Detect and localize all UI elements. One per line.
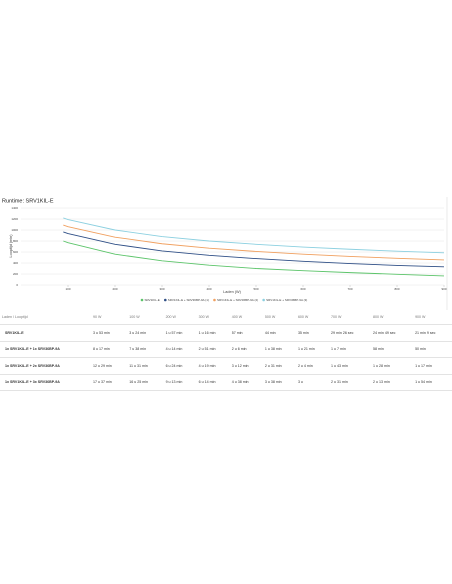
cell: 57 min	[229, 324, 263, 342]
row-header: 1x SRV1KIL-E + 1x SRV36BP-9A	[0, 341, 91, 358]
x-tick-label: 100	[65, 287, 70, 291]
legend-swatch	[213, 298, 216, 302]
cell: 58 min	[371, 341, 414, 358]
series-line	[63, 224, 445, 261]
header-cell: 800 W	[371, 310, 414, 325]
cell: 6 u 24 min	[163, 357, 197, 375]
cell: 2 u 6 min	[229, 341, 263, 358]
cell: 16 u 25 min	[127, 374, 164, 391]
cell: 1 u 16 min	[196, 324, 230, 342]
header-cell: Laden / Looptijd	[0, 310, 91, 325]
legend-label: SRV1KIL-E	[145, 298, 160, 302]
series-line	[63, 231, 445, 268]
header-cell: 100 W	[127, 310, 164, 325]
legend-label: SRV1KIL-E + SRV36BP-9A (1)	[168, 298, 209, 302]
cell: 12 u 29 min	[91, 357, 128, 375]
header-cell: 600 W	[295, 310, 330, 325]
y-tick-label: 400	[13, 261, 18, 265]
cell: 2 u 31 min	[262, 357, 296, 375]
chart-title: Runtime: SRV1KIL-E	[2, 198, 54, 204]
cell: 3 u	[295, 374, 330, 391]
cell: 35 min	[295, 324, 330, 342]
legend-swatch	[262, 298, 265, 302]
cell: 1 u 28 min	[371, 357, 414, 375]
cell: 1 u 21 min	[295, 341, 330, 358]
y-tick-label: 0	[16, 283, 18, 287]
cell: 4 u 38 min	[229, 374, 263, 391]
x-tick-label: 800	[394, 287, 399, 291]
y-axis-label: Looptijd (min)	[9, 234, 13, 258]
cell: 2 u 13 min	[371, 374, 414, 391]
cell: 3 u 38 min	[262, 374, 296, 391]
cell: 29 min 26 sec	[329, 324, 372, 342]
x-tick-label: 400	[206, 287, 211, 291]
header-cell: 900 W	[413, 310, 452, 325]
table-header: Laden / Looptijd 90 W 100 W 200 W 300 W 400 W…	[0, 310, 452, 325]
cell: 50 min	[413, 341, 452, 358]
cell: 6 u 14 min	[196, 374, 230, 391]
cell: 9 u 13 min	[163, 374, 197, 391]
header-cell: 200 W	[163, 310, 197, 325]
legend-label: SRV1KIL-E + SRV36BP-9A (2)	[217, 298, 258, 302]
y-tick-label: 800	[13, 239, 18, 243]
cell: 2 u 31 min	[329, 374, 372, 391]
cell: 1 u 38 min	[262, 341, 296, 358]
cell: 3 u 24 min	[127, 324, 164, 342]
series-line	[63, 217, 445, 254]
cell: 24 min 49 sec	[371, 324, 414, 342]
cell: 4 u 14 min	[163, 341, 197, 358]
cell: 1 u 7 min	[329, 341, 372, 358]
table-row: 1x SRV1KIL-E + 1x SRV36BP-9A 8 u 17 min 7 …	[0, 341, 452, 358]
cell: 1 u 17 min	[413, 357, 452, 375]
table-row: 1x SRV1KIL-E + 3x SRV36BP-9A 17 u 37 min 1…	[0, 374, 452, 391]
header-cell: 500 W	[262, 310, 296, 325]
x-tick-label: 600	[300, 287, 305, 291]
cell: 11 u 31 min	[127, 357, 164, 375]
chart: Runtime: SRV1KIL-E Laden (W) Looptijd (m…	[2, 197, 448, 310]
cell: 2 u 51 min	[196, 341, 230, 358]
y-tick-label: 1000	[11, 228, 18, 232]
cell: 3 u 53 min	[91, 324, 128, 342]
row-header: SRV1KIL-E	[0, 324, 91, 342]
header-cell: 700 W	[329, 310, 372, 325]
legend-label: SRV1KIL-E + SRV36BP-9A (3)	[266, 298, 307, 302]
cell: 7 u 38 min	[127, 341, 164, 358]
y-tick-label: 1200	[11, 217, 18, 221]
row-header: 1x SRV1KIL-E + 3x SRV36BP-9A	[0, 374, 91, 391]
series-line	[63, 240, 445, 277]
y-tick-label: 1400	[11, 206, 18, 210]
header-cell: 400 W	[229, 310, 263, 325]
x-tick-label: 700	[347, 287, 352, 291]
y-tick-label: 600	[13, 250, 18, 254]
table-row: SRV1KIL-E 3 u 53 min 3 u 24 min 1 u 57 min 1…	[0, 324, 452, 342]
legend-swatch	[140, 298, 144, 302]
cell: 4 u 19 min	[196, 357, 230, 375]
cell: 1 u 57 min	[163, 324, 197, 342]
cell: 3 u 12 min	[229, 357, 263, 375]
header-cell: 300 W	[196, 310, 230, 325]
cell: 8 u 17 min	[91, 341, 128, 358]
cell: 44 min	[262, 324, 296, 342]
runtime-table: Laden / Looptijd 90 W 100 W 200 W 300 W 400 W…	[0, 310, 452, 391]
cell: 1 u 43 min	[329, 357, 372, 375]
row-header: 1x SRV1KIL-E + 2x SRV36BP-9A	[0, 357, 91, 375]
x-tick-label: 900	[441, 287, 446, 291]
y-tick-label: 200	[13, 272, 18, 276]
header-cell: 90 W	[91, 310, 128, 325]
cell: 1 u 54 min	[413, 374, 452, 391]
table-row: 1x SRV1KIL-E + 2x SRV36BP-9A 12 u 29 min 1…	[0, 357, 452, 375]
x-tick-label: 200	[112, 287, 117, 291]
x-axis-label: Laden (W)	[223, 290, 241, 294]
cell: 2 u 4 min	[295, 357, 330, 375]
x-tick-label: 300	[159, 287, 164, 291]
x-tick-label: 500	[253, 287, 258, 291]
cell: 21 min 9 sec	[413, 324, 452, 342]
legend-swatch	[163, 298, 167, 302]
cell: 17 u 37 min	[91, 374, 128, 391]
